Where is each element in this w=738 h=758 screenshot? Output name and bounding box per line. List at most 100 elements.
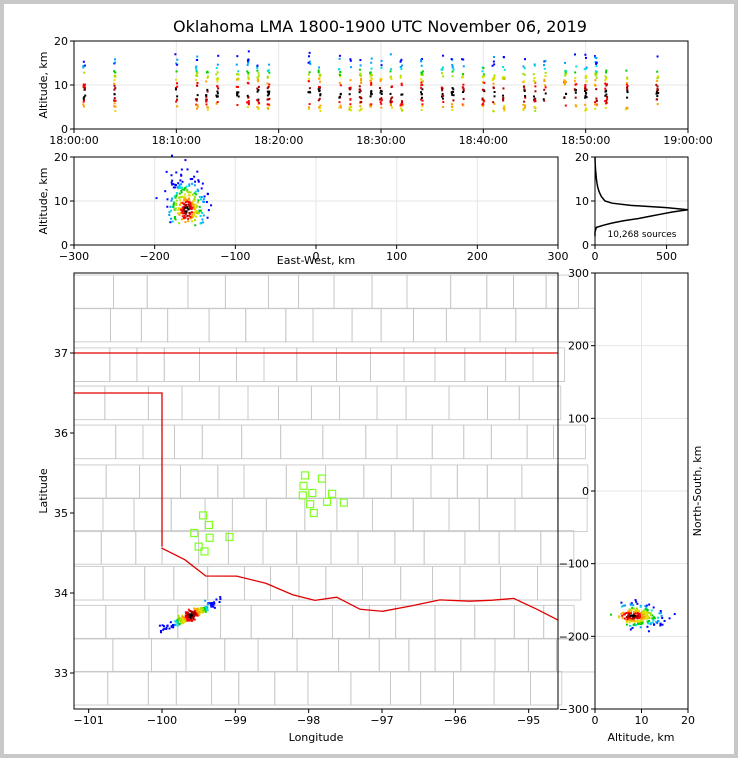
- time-height-source: [523, 100, 526, 103]
- ns-altitude-source: [628, 613, 631, 616]
- time-height-source: [543, 99, 546, 102]
- plan-view-source: [189, 610, 192, 613]
- ns-altitude-source: [644, 617, 647, 620]
- time-height-source: [533, 106, 536, 109]
- time-height-source: [483, 74, 486, 77]
- ew-altitude-source: [200, 196, 203, 199]
- time-height-source: [175, 86, 178, 89]
- time-height-source: [574, 96, 577, 99]
- plan-view-source: [162, 628, 165, 631]
- time-height-source: [360, 77, 363, 80]
- time-height-source: [502, 98, 505, 101]
- ns-altitude-source: [629, 619, 632, 622]
- time-height-source: [216, 92, 219, 95]
- altitude-tick-label: 0: [61, 123, 68, 136]
- time-height-source: [399, 60, 402, 63]
- plan-view-source: [193, 612, 196, 615]
- ew-altitude-source: [181, 202, 184, 205]
- time-height-source: [544, 71, 547, 74]
- time-height-source: [83, 83, 86, 86]
- ew-altitude-source: [196, 205, 199, 208]
- time-height-source: [216, 85, 219, 88]
- time-height-source: [369, 95, 372, 98]
- ns-altitude-source: [631, 617, 634, 620]
- time-height-source: [583, 68, 586, 71]
- ew-altitude-source: [179, 196, 182, 199]
- time-height-source: [462, 91, 465, 94]
- time-height-source: [379, 98, 382, 101]
- east-west-tick-label: 100: [386, 250, 407, 263]
- time-height-source: [370, 82, 373, 85]
- time-height-source: [246, 94, 249, 97]
- ns-altitude-source: [630, 610, 633, 613]
- time-height-source: [593, 83, 596, 86]
- time-height-source: [441, 72, 444, 75]
- ew-altitude-source: [192, 212, 195, 215]
- ns-altitude-source: [663, 619, 666, 622]
- ew-altitude-source: [183, 198, 186, 201]
- time-height-source: [543, 67, 546, 70]
- time-height-source: [247, 58, 250, 61]
- ew-altitude-source: [201, 221, 204, 224]
- time-height-source: [205, 103, 208, 106]
- time-height-source: [339, 93, 342, 96]
- time-height-source: [584, 84, 587, 87]
- ew-altitude-source: [183, 207, 186, 210]
- time-height-source: [308, 77, 311, 80]
- ew-altitude-source: [193, 195, 196, 198]
- plan-view-source: [210, 602, 213, 605]
- time-height-source: [563, 96, 566, 99]
- plan-view-source: [208, 602, 211, 605]
- time-height-source: [573, 88, 576, 91]
- time-height-source: [575, 105, 578, 108]
- time-height-source: [574, 89, 577, 92]
- ns-altitude-source: [646, 614, 649, 617]
- ns-altitude-source: [648, 603, 651, 606]
- time-height-source: [492, 82, 495, 85]
- north-south-tick-label: 0: [582, 485, 589, 498]
- time-height-source: [390, 100, 393, 103]
- ew-altitude-source: [194, 224, 197, 227]
- ew-altitude-source: [181, 180, 184, 183]
- plan-view-source: [189, 616, 192, 619]
- ew-altitude-source: [201, 182, 204, 185]
- time-height-source: [82, 100, 85, 103]
- time-height-source: [452, 68, 455, 71]
- time-height-source: [482, 102, 485, 105]
- ew-altitude-source: [183, 196, 186, 199]
- ew-altitude-source: [165, 170, 168, 173]
- time-height-source: [195, 103, 198, 106]
- plan-view-source: [176, 618, 179, 621]
- time-height-source: [308, 51, 311, 54]
- time-height-source: [206, 108, 209, 111]
- time-height-source: [401, 104, 404, 107]
- ns-altitude-source: [632, 615, 635, 618]
- ew-altitude-source: [187, 191, 190, 194]
- time-height-source: [267, 93, 270, 96]
- time-height-source: [462, 65, 465, 68]
- time-height-source: [380, 64, 383, 67]
- latitude-tick-label: 34: [54, 587, 68, 600]
- ew-altitude-source: [187, 199, 190, 202]
- ew-altitude-source: [191, 203, 194, 206]
- time-height-source: [319, 109, 322, 112]
- longitude-tick-label: −95: [517, 714, 540, 727]
- plan-view-source: [187, 616, 190, 619]
- plan-view-source: [205, 608, 208, 611]
- time-height-source: [370, 92, 373, 95]
- time-height-source: [389, 103, 392, 106]
- time-height-source: [175, 100, 178, 103]
- plan-view-source: [188, 616, 191, 619]
- ns-altitude-source: [625, 623, 628, 626]
- east-west-tick-label: 300: [548, 250, 569, 263]
- ew-altitude-source: [184, 212, 187, 215]
- time-height-source: [237, 73, 240, 76]
- time-height-source: [450, 91, 453, 94]
- ew-altitude-source: [187, 220, 190, 223]
- ns-altitude-source: [630, 612, 633, 615]
- ew-altitude-source: [176, 185, 179, 188]
- north-south-tick-label: −100: [559, 558, 589, 571]
- time-tick-label: 18:50:00: [561, 134, 610, 147]
- ew-altitude-source: [184, 216, 187, 219]
- plan-view-source: [178, 616, 181, 619]
